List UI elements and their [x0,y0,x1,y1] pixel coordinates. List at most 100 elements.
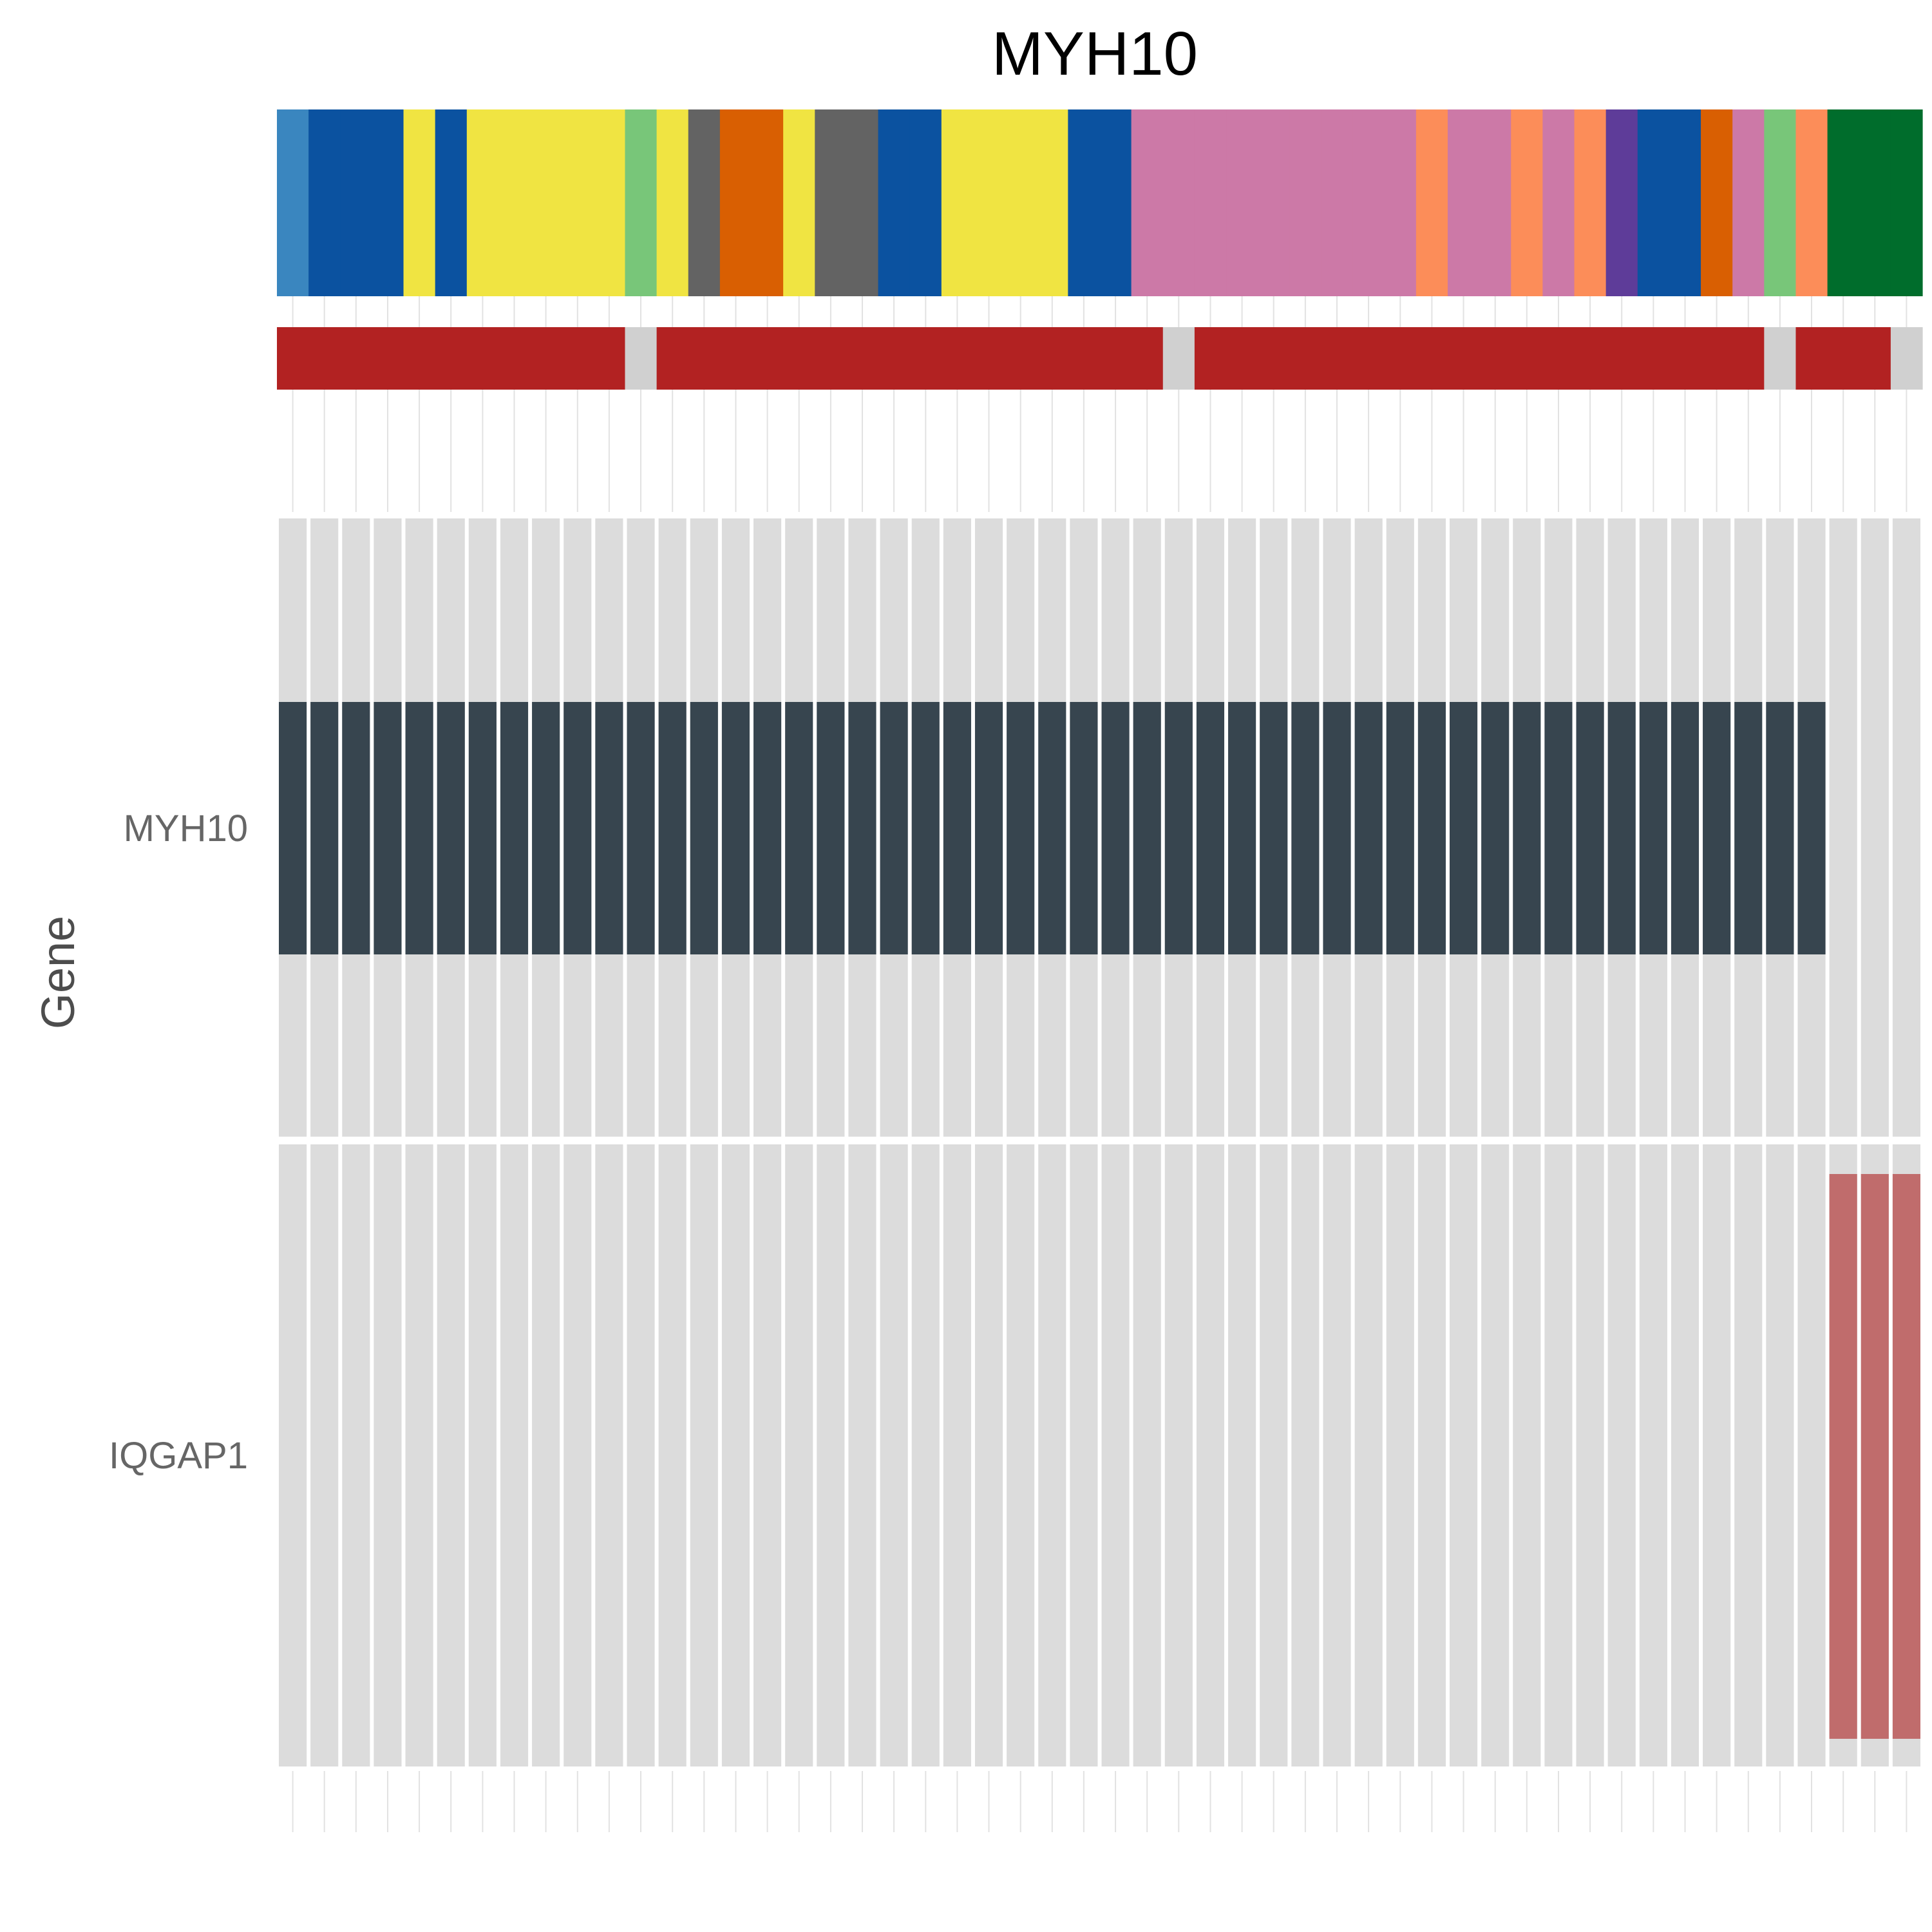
gene-cell-background [848,1144,876,1766]
gene-cell-background [627,1144,655,1766]
alteration-cell [817,702,845,954]
annotation-cell-primary [403,109,436,296]
alteration-cell [405,702,433,954]
gene-cell-background [1101,1144,1130,1766]
annotation-cell-primary [1859,109,1891,296]
gene-cell-background [1607,1144,1636,1766]
annotation-cell-secondary [909,327,942,390]
gene-cell-background [1007,1144,1035,1766]
annotation-cell-secondary [1605,327,1638,390]
annotation-cell-primary [1764,109,1797,296]
annotation-cell-primary [1099,109,1132,296]
annotation-cell-primary [1068,109,1101,296]
annotation-cell-primary [1732,109,1765,296]
alteration-cell [1639,702,1667,954]
alteration-cell [1354,702,1383,954]
annotation-cell-secondary [277,327,309,390]
alteration-cell [911,702,940,954]
annotation-cell-primary [1384,109,1417,296]
alteration-cell [437,702,465,954]
annotation-cell-secondary [656,327,689,390]
alteration-cell [1766,702,1794,954]
annotation-cell-secondary [1005,327,1037,390]
alteration-cell [342,702,370,954]
annotation-cell-secondary [1859,327,1891,390]
annotation-cell-primary [625,109,658,296]
annotation-cell-secondary [815,327,848,390]
gene-cell-background [690,1144,718,1766]
annotation-cell-secondary [1827,327,1860,390]
alteration-cell [1291,702,1320,954]
annotation-cell-primary [1131,109,1164,296]
gene-cell-background [342,1144,370,1766]
annotation-cell-primary [562,109,594,296]
annotation-cell-primary [498,109,531,296]
annotation-cell-secondary [372,327,404,390]
annotation-cell-primary [372,109,404,296]
gene-cell-background [1639,1144,1667,1766]
annotation-cell-secondary [308,327,341,390]
gene-cell-background [817,1144,845,1766]
alteration-cell [279,702,307,954]
annotation-cell-secondary [403,327,436,390]
alteration-cell [1481,702,1510,954]
gene-cell-background [1734,1144,1763,1766]
gene-cell-background [1576,1144,1604,1766]
alteration-cell [1734,702,1763,954]
annotation-cell-primary [719,109,752,296]
gene-cell-background [1766,1144,1794,1766]
gene-cell-background [1133,1144,1161,1766]
alteration-cell [564,702,592,954]
gene-cell-background [532,1144,560,1766]
annotation-cell-secondary [752,327,784,390]
annotation-cell-primary [1574,109,1607,296]
gene-cell-background [310,1144,339,1766]
annotation-cell-primary [1669,109,1701,296]
alteration-cell [690,702,718,954]
annotation-cell-secondary [1099,327,1132,390]
annotation-cell-primary [752,109,784,296]
alteration-cell [1323,702,1351,954]
gene-label: IQGAP1 [109,1435,248,1477]
gene-cell-background [943,1144,971,1766]
annotation-cell-primary [1226,109,1258,296]
annotation-cell-secondary [846,327,879,390]
annotation-cell-secondary [1226,327,1258,390]
alteration-cell [1228,702,1256,954]
annotation-cell-secondary [1162,327,1195,390]
annotation-cell-secondary [1542,327,1575,390]
gene-cell-background [974,1144,1003,1766]
gene-cell-background [1861,518,1889,1137]
annotation-cell-primary [1258,109,1290,296]
gene-cell-background [721,1144,750,1766]
annotation-cell-primary [1605,109,1638,296]
annotation-cell-primary [878,109,911,296]
annotation-cell-primary [815,109,848,296]
annotation-cell-primary [1542,109,1575,296]
gene-cell-background [405,1144,433,1766]
annotation-cell-secondary [1701,327,1733,390]
annotation-cell-secondary [498,327,531,390]
gene-cell-background [1544,1144,1573,1766]
gene-cell-background [437,1144,465,1766]
alteration-cell [753,702,782,954]
annotation-cell-secondary [1068,327,1101,390]
gene-cell-background [785,1144,813,1766]
annotation-cell-primary [530,109,562,296]
gene-cell-background [880,1144,908,1766]
gene-cell-background [279,1144,307,1766]
gene-cell-background [500,1144,529,1766]
gene-cell-background [753,1144,782,1766]
annotation-cell-primary [1321,109,1354,296]
alteration-cell [721,702,750,954]
y-axis-title: Gene [33,916,84,1029]
annotation-cell-secondary [1352,327,1385,390]
alteration-cell [1892,1174,1920,1739]
annotation-cell-primary [1890,109,1923,296]
alteration-cell [595,702,623,954]
gene-cell-background [1196,1144,1225,1766]
annotation-cell-secondary [972,327,1005,390]
alteration-cell [627,702,655,954]
annotation-cell-secondary [719,327,752,390]
gene-cell-background [564,1144,592,1766]
